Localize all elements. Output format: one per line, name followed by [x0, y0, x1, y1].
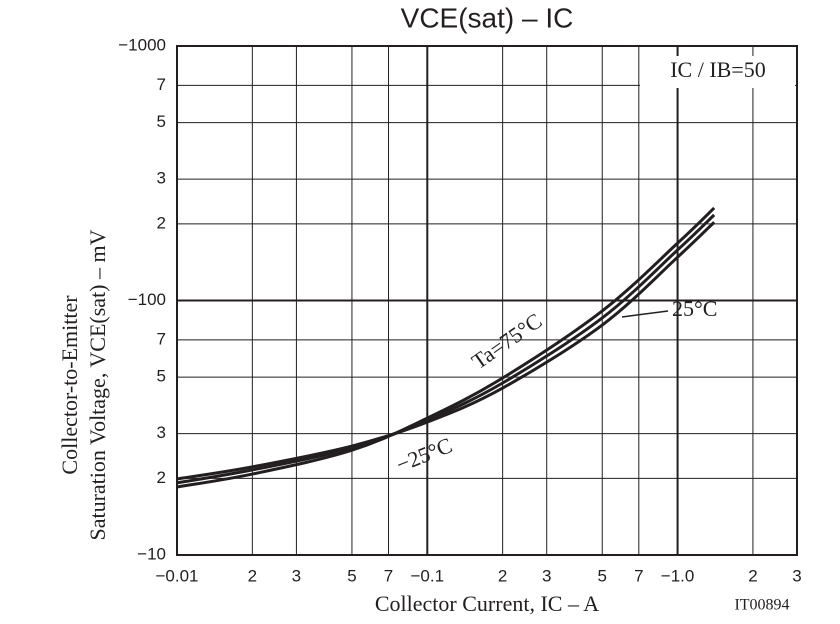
x-tick-label: 3	[542, 566, 551, 585]
x-tick-label: 2	[248, 566, 257, 585]
y-tick-label: 5	[157, 112, 166, 131]
y-tick-label: −10	[137, 544, 166, 563]
x-tick-label: 3	[792, 566, 801, 585]
y-tick-label: 2	[157, 213, 166, 232]
x-tick-label: 2	[498, 566, 507, 585]
figure-code: IT00894	[734, 597, 789, 614]
chart-title: VCE(sat) – IC	[401, 2, 574, 33]
y-tick-label: 3	[157, 423, 166, 442]
plot-frame	[176, 45, 798, 556]
y-axis-label: Saturation Voltage, VCE(sat) – mV	[85, 229, 110, 540]
curve	[176, 213, 716, 485]
y-axis-label: Collector-to-Emitter	[57, 295, 82, 475]
x-tick-label: −1.0	[661, 566, 695, 585]
x-tick-label: 5	[598, 566, 607, 585]
leader-line	[621, 310, 669, 318]
curve	[176, 221, 716, 481]
curve-label: −25°C	[393, 432, 456, 477]
y-tick-label: 3	[157, 169, 166, 188]
annotation-bg	[640, 56, 795, 88]
y-tick-label: −1000	[118, 35, 166, 54]
x-tick-label: 3	[292, 566, 301, 585]
x-tick-label: 7	[634, 566, 643, 585]
x-axis-label: Collector Current, IC – A	[375, 591, 599, 616]
y-tick-label: 7	[157, 329, 166, 348]
annotation: IC / IB=50	[670, 57, 766, 82]
x-tick-label: 5	[347, 566, 356, 585]
curve-label: 25°C	[672, 296, 717, 321]
y-tick-label: 7	[157, 75, 166, 94]
y-tick-label: 2	[157, 468, 166, 487]
x-tick-label: 2	[748, 566, 757, 585]
x-tick-label: −0.01	[155, 566, 198, 585]
x-tick-label: −0.1	[411, 566, 445, 585]
y-tick-label: 5	[157, 367, 166, 386]
x-tick-label: 7	[384, 566, 393, 585]
y-tick-label: −100	[128, 290, 166, 309]
curve	[176, 206, 716, 489]
